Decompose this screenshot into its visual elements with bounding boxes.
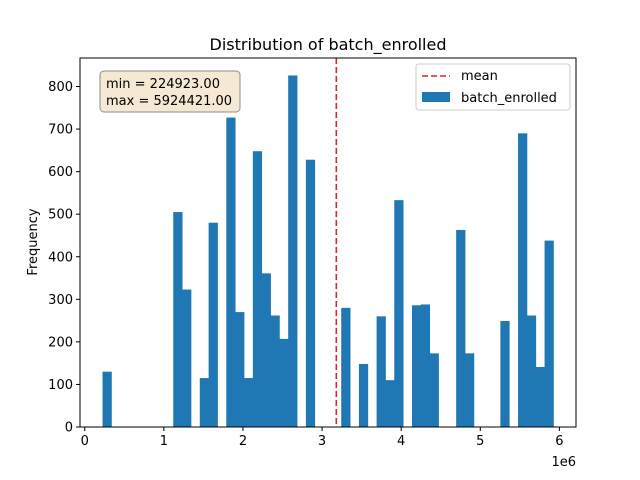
x-tick-label: 2 — [239, 434, 247, 449]
histogram-bar — [261, 273, 271, 427]
histogram-bar — [518, 133, 528, 427]
y-tick-label: 0 — [65, 421, 73, 436]
bars-group — [102, 75, 554, 427]
stats-annotation: min = 224923.00 max = 5924421.00 — [99, 70, 241, 113]
legend-box — [415, 63, 571, 111]
histogram-bar — [385, 380, 395, 427]
legend-bar-swatch — [422, 92, 450, 102]
x-axis-ticks: 0 1 2 3 4 5 6 — [81, 427, 564, 449]
histogram-bar — [526, 315, 537, 427]
histogram-bar — [465, 353, 475, 427]
annotation-box — [99, 70, 241, 113]
x-tick-label: 0 — [81, 434, 89, 449]
histogram-bar — [420, 304, 431, 427]
histogram-bar — [270, 315, 280, 427]
histogram-bar — [208, 222, 218, 427]
histogram-bar — [288, 75, 298, 427]
histogram-bar — [358, 364, 369, 427]
histogram-bar — [376, 316, 386, 427]
histogram-bar — [235, 312, 245, 427]
y-tick-label: 300 — [48, 293, 73, 308]
y-tick-label: 500 — [48, 208, 73, 223]
histogram-bar — [544, 240, 554, 427]
x-tick-label: 3 — [318, 434, 326, 449]
histogram-bar — [305, 159, 316, 427]
y-tick-label: 100 — [48, 378, 73, 393]
histogram-bar — [341, 307, 351, 427]
histogram-bar — [182, 289, 192, 427]
histogram-bar — [500, 321, 510, 427]
annotation-line-min: min = 224923.00 — [106, 77, 220, 92]
legend: mean batch_enrolled — [415, 63, 571, 111]
legend-label-mean: mean — [461, 69, 498, 84]
x-tick-label: 5 — [476, 434, 484, 449]
y-tick-label: 600 — [48, 165, 73, 180]
x-tick-label: 4 — [397, 434, 405, 449]
y-tick-label: 800 — [48, 80, 73, 95]
x-tick-label: 1 — [160, 434, 168, 449]
histogram-bar — [535, 366, 545, 427]
histogram-bar — [199, 378, 210, 427]
histogram-bar — [411, 305, 422, 427]
y-tick-label: 200 — [48, 335, 73, 350]
histogram-bar — [173, 212, 183, 427]
x-axis-offset-label: 1e6 — [551, 455, 576, 470]
annotation-line-max: max = 5924421.00 — [106, 94, 232, 109]
histogram-bar — [394, 200, 404, 427]
chart-title: Distribution of batch_enrolled — [210, 35, 447, 55]
histogram-bar — [252, 151, 263, 427]
histogram-bar — [243, 378, 254, 427]
y-axis-label: Frequency — [26, 208, 41, 275]
histogram-bar — [456, 229, 466, 427]
histogram-bar — [226, 117, 236, 427]
legend-label-batch-enrolled: batch_enrolled — [461, 91, 557, 106]
plot-frame — [79, 57, 577, 428]
y-tick-label: 400 — [48, 250, 73, 265]
histogram-bar — [102, 371, 112, 427]
x-tick-label: 6 — [555, 434, 563, 449]
y-tick-label: 700 — [48, 123, 73, 138]
histogram-bar — [279, 338, 289, 427]
histogram-bar — [429, 353, 439, 427]
y-axis-ticks: 0 100 200 300 400 500 600 700 800 — [48, 80, 80, 436]
